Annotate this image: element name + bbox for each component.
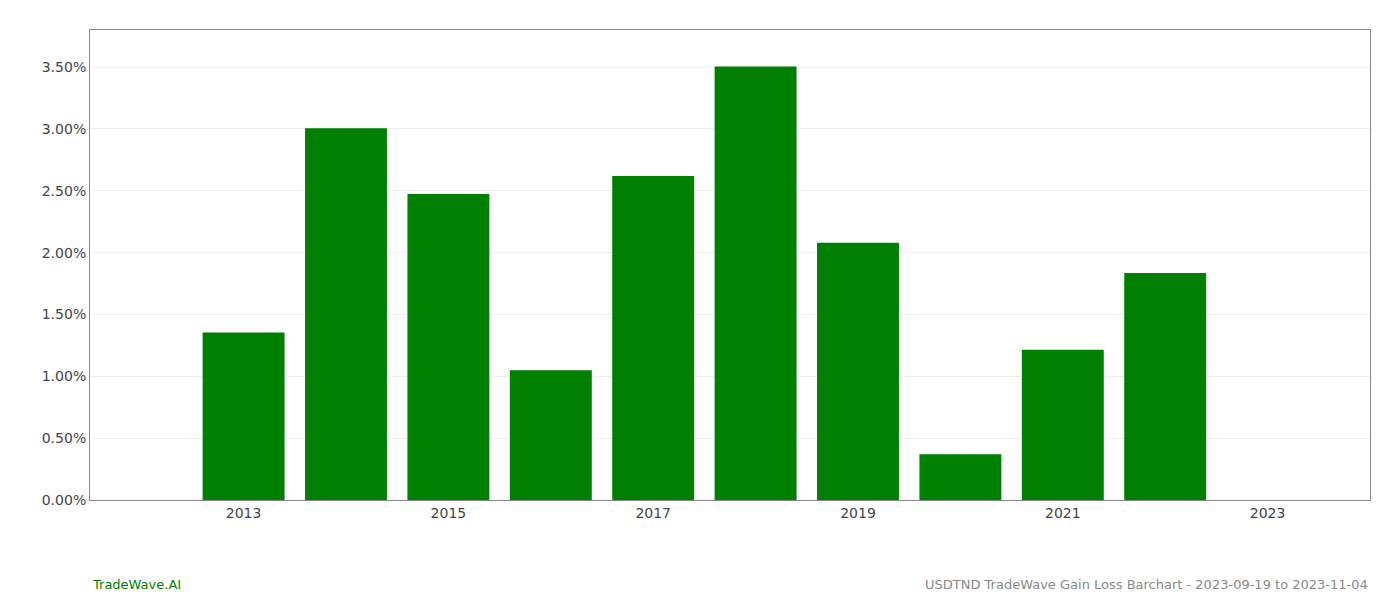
svg-text:2.00%: 2.00% bbox=[42, 245, 86, 261]
svg-text:3.50%: 3.50% bbox=[42, 59, 86, 75]
svg-text:TradeWave.AI: TradeWave.AI bbox=[92, 577, 181, 592]
svg-text:1.00%: 1.00% bbox=[42, 368, 86, 384]
svg-text:0.50%: 0.50% bbox=[42, 430, 86, 446]
svg-text:0.00%: 0.00% bbox=[42, 492, 86, 508]
svg-text:2015: 2015 bbox=[431, 505, 467, 521]
svg-text:1.50%: 1.50% bbox=[42, 306, 86, 322]
svg-text:2017: 2017 bbox=[635, 505, 671, 521]
svg-text:2021: 2021 bbox=[1045, 505, 1081, 521]
svg-text:USDTND TradeWave Gain Loss Bar: USDTND TradeWave Gain Loss Barchart - 20… bbox=[925, 577, 1368, 592]
svg-text:3.00%: 3.00% bbox=[42, 121, 86, 137]
svg-text:2.50%: 2.50% bbox=[42, 183, 86, 199]
svg-text:2023: 2023 bbox=[1250, 505, 1286, 521]
svg-text:2013: 2013 bbox=[226, 505, 262, 521]
svg-text:2019: 2019 bbox=[840, 505, 876, 521]
